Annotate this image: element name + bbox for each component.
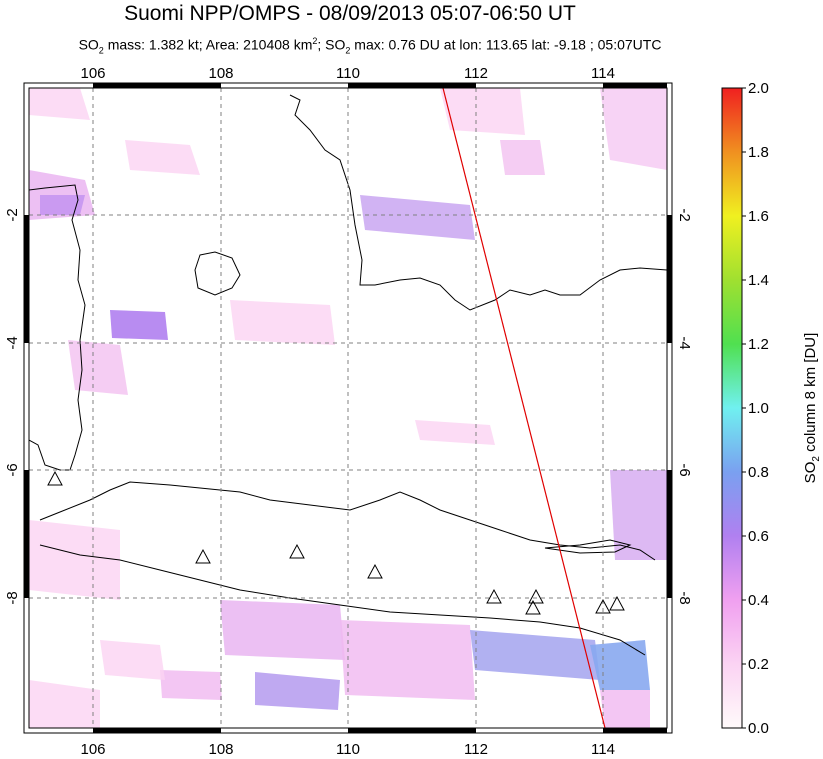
so2-swath-cells bbox=[29, 88, 667, 728]
map-title: Suomi NPP/OMPS - 08/09/2013 05:07-06:50 … bbox=[124, 2, 576, 25]
so2-cell bbox=[29, 88, 90, 120]
so2-cell bbox=[610, 470, 667, 560]
madura-coast bbox=[544, 539, 632, 554]
so2-cell bbox=[100, 640, 165, 680]
lon-tick-top-112: 112 bbox=[464, 65, 488, 82]
colorbar-ticks bbox=[742, 87, 746, 729]
so2-cell bbox=[110, 310, 168, 340]
sumatra-coast bbox=[29, 184, 86, 471]
so2-cell bbox=[40, 195, 85, 215]
so2-cell bbox=[68, 340, 128, 395]
so2-cell bbox=[230, 300, 335, 345]
lat-tick-right--6: -6 bbox=[676, 463, 693, 476]
so2-cell bbox=[29, 520, 120, 600]
colorbar-tick-5: 1.0 bbox=[748, 400, 769, 417]
so2-cell bbox=[440, 88, 525, 135]
lon-tick-top-108: 108 bbox=[208, 65, 233, 82]
volcano-markers bbox=[47, 470, 625, 615]
colorbar bbox=[721, 87, 743, 729]
colorbar-tick-0: 0.0 bbox=[748, 720, 769, 737]
so2-cell bbox=[340, 620, 475, 700]
lat-tick-right--2: -2 bbox=[676, 208, 693, 221]
so2-cell bbox=[29, 680, 100, 728]
colorbar-label: SO2 column 8 km [DU] bbox=[802, 333, 822, 484]
lon-tick-bottom-114: 114 bbox=[591, 741, 615, 758]
so2-cell bbox=[415, 420, 495, 445]
orbit-track-line bbox=[442, 87, 606, 729]
borneo-coast bbox=[289, 94, 667, 311]
map-subtitle: SO2 mass: 1.382 kt; Area: 210408 km2; SO… bbox=[78, 36, 662, 56]
triangle-icon bbox=[486, 588, 502, 604]
triangle-icon bbox=[367, 563, 383, 579]
triangle-icon bbox=[609, 595, 625, 611]
triangle-icon bbox=[525, 599, 541, 615]
lat-tick-left--4: -4 bbox=[4, 336, 21, 349]
triangle-icon bbox=[528, 588, 544, 604]
lon-tick-top-106: 106 bbox=[80, 65, 105, 82]
so2-cell bbox=[255, 672, 340, 710]
colorbar-tick-4: 0.8 bbox=[748, 464, 769, 481]
colorbar-tick-10: 2.0 bbox=[748, 80, 769, 97]
so2-cell bbox=[220, 600, 345, 660]
so2-cell bbox=[160, 670, 222, 700]
so2-cell bbox=[125, 140, 200, 175]
colorbar-tick-3: 0.6 bbox=[748, 528, 769, 545]
belitung-coast bbox=[194, 251, 241, 296]
lon-tick-bottom-112: 112 bbox=[464, 741, 488, 758]
so2-cell bbox=[600, 690, 650, 728]
so2-cell bbox=[470, 630, 600, 680]
lon-tick-top-114: 114 bbox=[591, 65, 615, 82]
colorbar-tick-2: 0.4 bbox=[748, 592, 769, 609]
colorbar-tick-6: 1.2 bbox=[748, 336, 769, 353]
lat-tick-right--4: -4 bbox=[676, 336, 693, 349]
triangle-icon bbox=[195, 548, 211, 564]
java-coast-south bbox=[39, 544, 646, 656]
triangle-icon bbox=[47, 470, 63, 486]
so2-cell bbox=[600, 88, 667, 170]
lon-tick-top-110: 110 bbox=[336, 65, 360, 82]
colorbar-tick-7: 1.4 bbox=[748, 272, 769, 289]
lon-tick-bottom-110: 110 bbox=[336, 741, 360, 758]
coastlines bbox=[29, 94, 667, 656]
triangle-icon bbox=[289, 543, 305, 559]
graticule bbox=[29, 88, 667, 728]
lat-tick-left--6: -6 bbox=[4, 463, 21, 476]
lon-tick-bottom-106: 106 bbox=[80, 741, 105, 758]
so2-cell bbox=[360, 195, 475, 240]
lat-tick-left--8: -8 bbox=[4, 591, 21, 604]
colorbar-tick-1: 0.2 bbox=[748, 656, 769, 673]
lat-tick-right--8: -8 bbox=[676, 591, 693, 604]
so2-cell bbox=[500, 140, 545, 175]
colorbar-tick-8: 1.6 bbox=[748, 208, 769, 225]
lat-tick-left--2: -2 bbox=[4, 208, 21, 221]
lon-tick-bottom-108: 108 bbox=[208, 741, 233, 758]
colorbar-tick-9: 1.8 bbox=[748, 144, 769, 161]
map-border-segments bbox=[24, 83, 672, 733]
so2-cell bbox=[590, 640, 650, 690]
triangle-icon bbox=[595, 598, 611, 614]
